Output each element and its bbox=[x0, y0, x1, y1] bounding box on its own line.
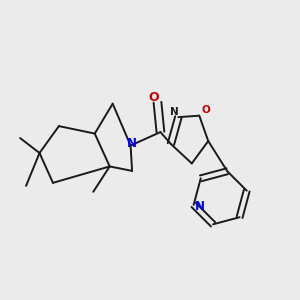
Text: N: N bbox=[127, 136, 137, 150]
Text: O: O bbox=[148, 91, 159, 104]
Text: N: N bbox=[169, 107, 178, 117]
Text: O: O bbox=[202, 105, 210, 115]
Text: N: N bbox=[195, 200, 205, 213]
